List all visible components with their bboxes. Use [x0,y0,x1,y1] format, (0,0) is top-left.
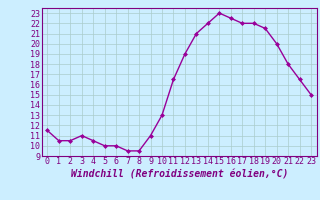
X-axis label: Windchill (Refroidissement éolien,°C): Windchill (Refroidissement éolien,°C) [70,169,288,179]
